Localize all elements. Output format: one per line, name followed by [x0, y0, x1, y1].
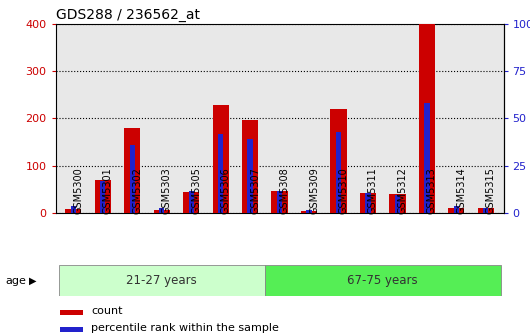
Bar — [277, 191, 282, 213]
Bar — [483, 208, 489, 213]
Text: 21-27 years: 21-27 years — [126, 274, 197, 287]
Bar — [301, 211, 317, 213]
Text: 67-75 years: 67-75 years — [347, 274, 418, 287]
Text: GDS288 / 236562_at: GDS288 / 236562_at — [56, 8, 200, 23]
Text: GSM5313: GSM5313 — [427, 168, 437, 214]
Bar — [60, 327, 83, 332]
Bar — [159, 208, 164, 213]
Bar — [70, 206, 76, 213]
Bar — [395, 195, 400, 213]
Bar — [242, 120, 258, 213]
Text: GSM5309: GSM5309 — [309, 168, 319, 214]
Bar — [306, 210, 312, 213]
Text: GSM5306: GSM5306 — [220, 168, 231, 214]
Bar — [95, 180, 111, 213]
Text: GSM5310: GSM5310 — [339, 168, 349, 214]
Bar — [248, 139, 253, 213]
Bar — [130, 144, 135, 213]
Text: GSM5315: GSM5315 — [486, 168, 496, 214]
Bar — [65, 209, 82, 213]
Text: GSM5305: GSM5305 — [191, 168, 201, 214]
Text: GSM5311: GSM5311 — [368, 168, 378, 214]
Text: GSM5312: GSM5312 — [398, 168, 408, 214]
Bar — [100, 181, 105, 213]
Bar — [448, 208, 464, 213]
Text: GSM5300: GSM5300 — [73, 168, 83, 214]
Text: percentile rank within the sample: percentile rank within the sample — [92, 323, 279, 333]
Bar — [390, 194, 405, 213]
Text: GSM5301: GSM5301 — [103, 168, 113, 214]
Bar — [189, 191, 194, 213]
Bar — [365, 193, 370, 213]
Text: GSM5302: GSM5302 — [132, 168, 142, 214]
Text: count: count — [92, 306, 123, 316]
Bar — [454, 206, 459, 213]
Bar — [419, 25, 435, 213]
Text: GSM5308: GSM5308 — [280, 168, 289, 214]
Text: ▶: ▶ — [29, 276, 37, 286]
Text: GSM5314: GSM5314 — [456, 168, 466, 214]
Bar — [330, 109, 347, 213]
Text: age: age — [5, 276, 26, 286]
Bar — [424, 103, 429, 213]
Bar — [265, 265, 500, 296]
Text: GSM5307: GSM5307 — [250, 168, 260, 214]
Bar — [60, 310, 83, 315]
Bar — [183, 192, 199, 213]
Bar — [154, 210, 170, 213]
Text: GSM5303: GSM5303 — [162, 168, 172, 214]
Bar — [213, 105, 229, 213]
Bar — [59, 265, 265, 296]
Bar — [271, 191, 288, 213]
Bar — [218, 134, 223, 213]
Bar — [360, 193, 376, 213]
Bar — [124, 128, 140, 213]
Bar — [478, 208, 494, 213]
Bar — [336, 132, 341, 213]
